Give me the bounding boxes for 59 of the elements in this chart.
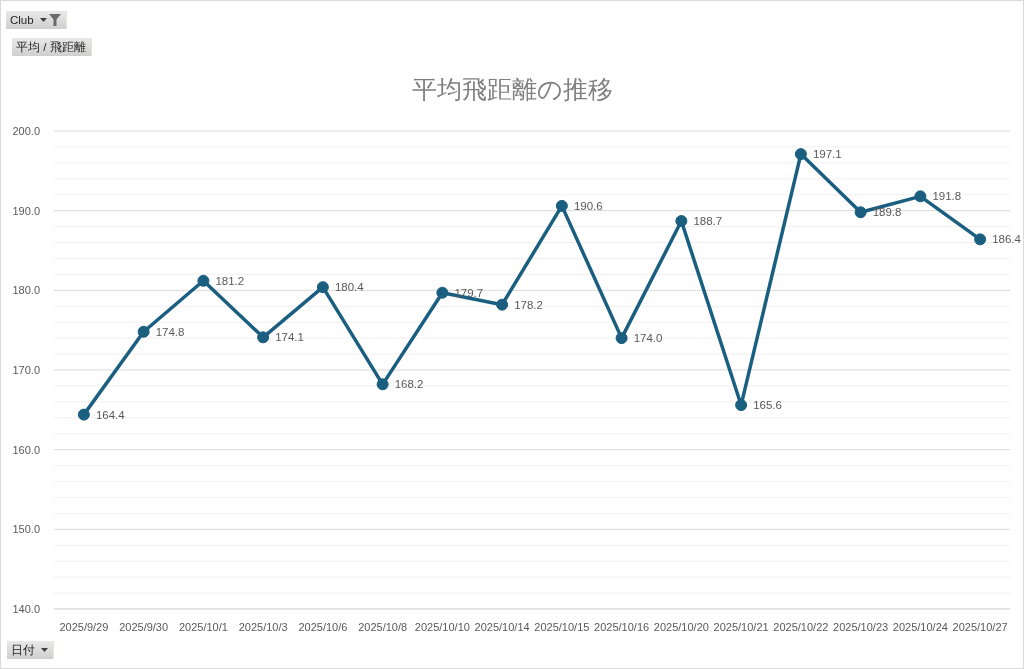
data-label: 164.4: [95, 408, 126, 421]
point: [316, 281, 329, 294]
y-tick-label: 170.0: [12, 363, 40, 376]
data-label: 180.4: [334, 281, 365, 294]
point: [436, 286, 449, 299]
field-button: Club: [6, 11, 67, 29]
point: [914, 190, 927, 203]
data-label: 189.8: [872, 206, 902, 219]
data-label: 165.6: [753, 399, 782, 412]
point: [794, 148, 807, 161]
data-label: 188.7: [693, 215, 723, 228]
data-label: 191.8: [932, 190, 962, 203]
data-label: 179.7: [454, 286, 484, 299]
data-label: 174.8: [155, 325, 185, 338]
y-tick-label: 180.0: [12, 284, 40, 297]
point: [974, 233, 987, 246]
data-label: 168.2: [394, 378, 424, 391]
data-label: 174.0: [633, 332, 663, 345]
point: [137, 325, 150, 338]
y-tick-label: 200.0: [12, 124, 40, 137]
x-tick-label: 2025/10/21: [713, 620, 769, 633]
y-tick-label: 160.0: [12, 443, 40, 456]
point: [496, 298, 509, 311]
x-tick-label: 2025/9/29: [59, 620, 109, 633]
point: [257, 331, 270, 344]
y-tick-label: 140.0: [12, 602, 40, 615]
point: [555, 199, 568, 212]
x-tick-label: 2025/10/23: [833, 620, 889, 633]
data-label: 197.1: [812, 148, 842, 161]
point: [197, 274, 210, 287]
x-tick-label: 2025/9/30: [119, 620, 169, 633]
point: [854, 206, 867, 219]
x-tick-label: 2025/10/22: [773, 620, 829, 633]
y-tick-label: 150.0: [12, 523, 40, 536]
field-button: 日付: [7, 641, 54, 659]
x-tick-label: 2025/10/15: [534, 620, 590, 633]
x-tick-label: 2025/10/24: [892, 620, 948, 633]
data-label: 190.6: [573, 199, 603, 212]
x-tick-label: 2025/10/27: [952, 620, 1008, 633]
x-tick-label: 2025/10/14: [474, 620, 530, 633]
chart-title: 平均飛距離の推移: [410, 74, 614, 105]
x-tick-label: 2025/10/8: [358, 620, 408, 633]
x-tick-label: 2025/10/6: [298, 620, 348, 633]
point: [77, 408, 90, 421]
x-tick-label: 2025/10/20: [653, 620, 709, 633]
data-label: 186.4: [992, 233, 1022, 246]
point: [675, 215, 688, 228]
data-label: 174.1: [275, 331, 304, 344]
x-tick-label: 2025/10/1: [178, 620, 228, 633]
data-label: 178.2: [514, 298, 543, 311]
point: [735, 399, 748, 412]
y-tick-label: 190.0: [12, 204, 40, 217]
point: [376, 378, 389, 391]
x-tick-label: 2025/10/16: [594, 620, 650, 633]
x-tick-label: 2025/10/10: [414, 620, 470, 633]
data-label: 181.2: [215, 274, 245, 287]
point: [615, 332, 628, 345]
field-button: 平均 / 飛距離: [12, 38, 92, 56]
x-tick-label: 2025/10/3: [238, 620, 288, 633]
